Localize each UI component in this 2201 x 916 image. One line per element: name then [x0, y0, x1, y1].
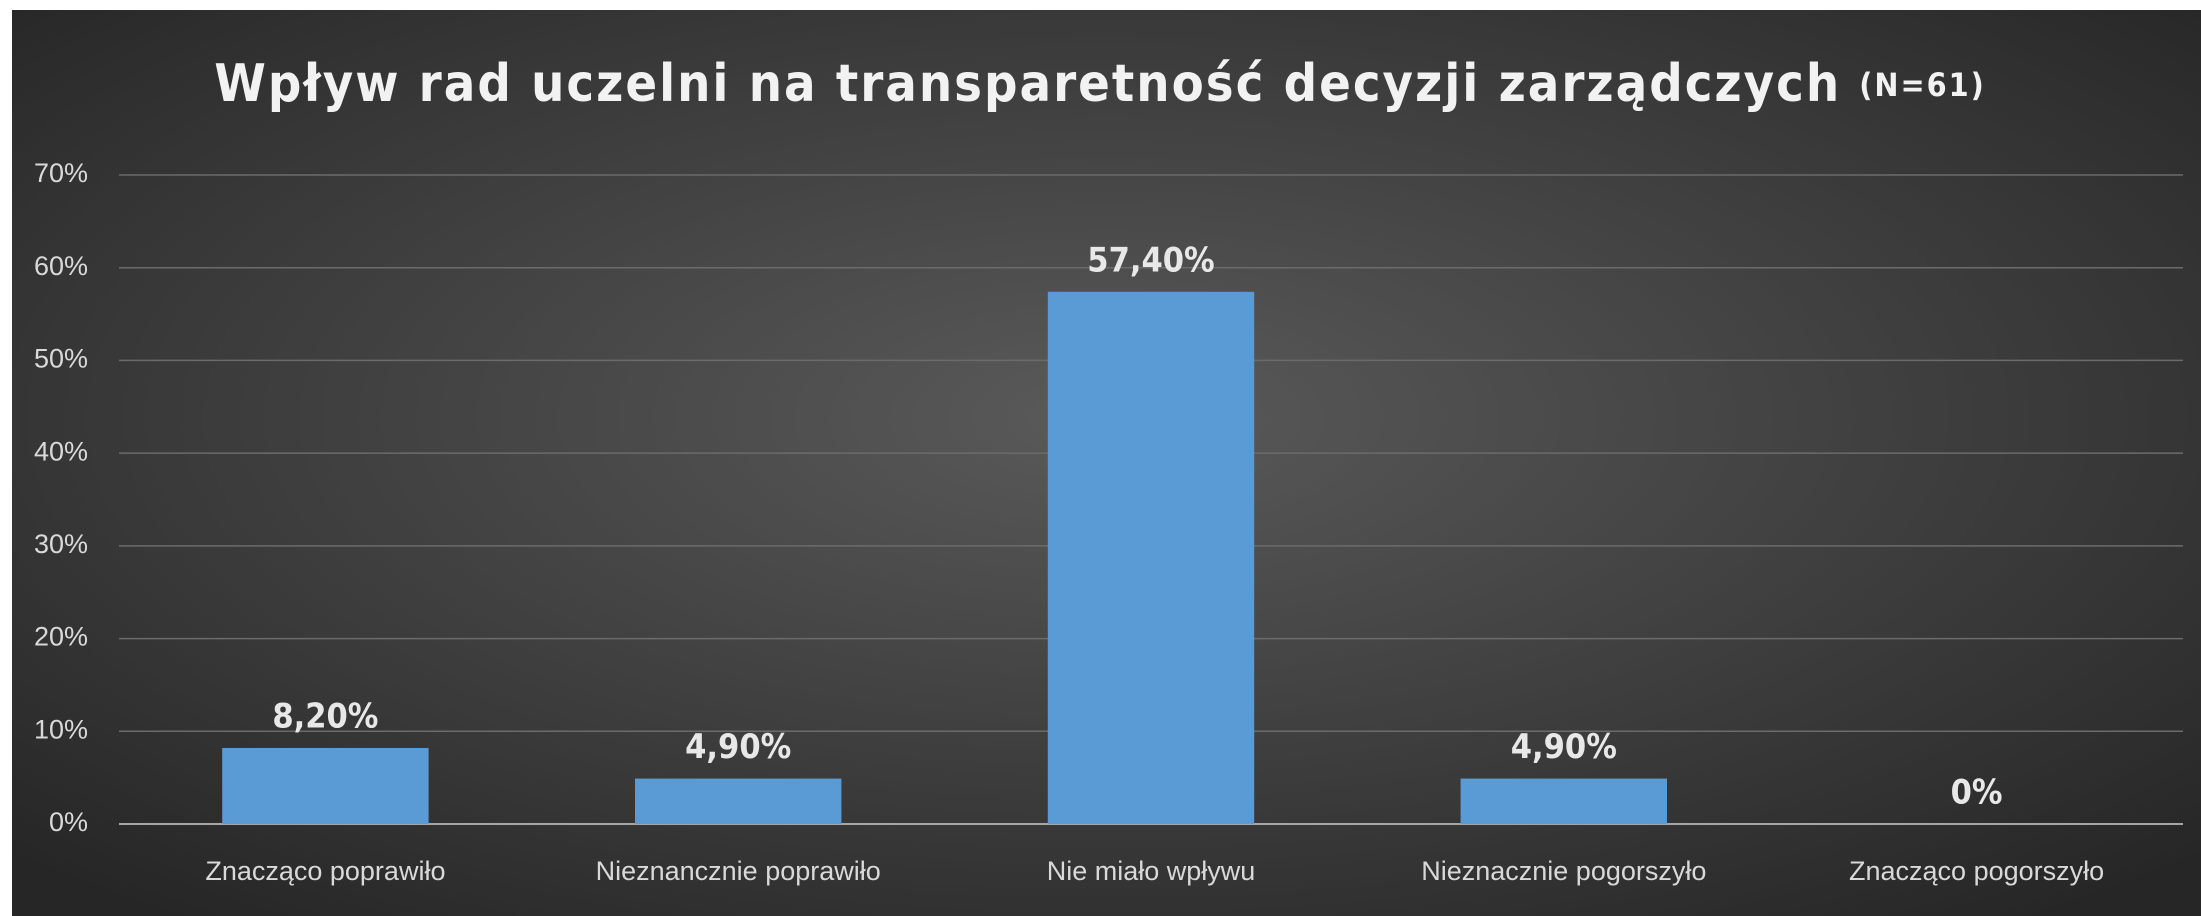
- data-label: 4,90%: [685, 727, 791, 767]
- x-tick-label: Znacząco pogorszyło: [1849, 856, 2104, 886]
- bar: [1047, 291, 1255, 824]
- data-label: 4,90%: [1511, 727, 1617, 767]
- bar: [1460, 778, 1667, 824]
- y-tick-label: 20%: [34, 622, 88, 652]
- y-tick-label: 10%: [34, 714, 88, 744]
- data-label: 8,20%: [272, 696, 378, 736]
- x-tick-label: Nieznacznie pogorszyło: [1421, 856, 1706, 886]
- x-tick-label: Nieznancznie poprawiło: [596, 856, 881, 886]
- x-tick-label: Nie miało wpływu: [1047, 856, 1256, 886]
- y-tick-label: 60%: [34, 251, 88, 281]
- data-label: 0%: [1951, 773, 2003, 813]
- data-label: 57,40%: [1087, 240, 1214, 280]
- y-tick-label: 70%: [34, 158, 88, 188]
- y-tick-label: 40%: [34, 436, 88, 466]
- chart-title-group: Wpływ rad uczelni na transparetność decy…: [214, 54, 1986, 114]
- x-tick-label: Znacząco poprawiło: [205, 856, 445, 886]
- y-tick-label: 50%: [34, 344, 88, 374]
- bar: [635, 778, 842, 824]
- chart-title: Wpływ rad uczelni na transparetność decy…: [214, 54, 1841, 114]
- y-tick-label: 30%: [34, 529, 88, 559]
- bar: [222, 747, 429, 824]
- chart-subtitle: (N=61): [1859, 66, 1986, 104]
- y-tick-label: 0%: [49, 807, 88, 837]
